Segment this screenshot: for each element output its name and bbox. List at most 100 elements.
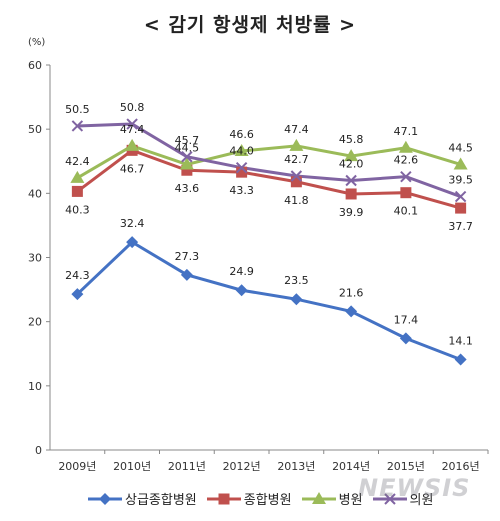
y-tick-label: 0 xyxy=(35,444,42,457)
series-line xyxy=(76,148,462,210)
data-label: 42.6 xyxy=(394,154,419,167)
data-point xyxy=(345,174,357,187)
data-label: 27.3 xyxy=(175,250,200,263)
data-point xyxy=(400,170,412,183)
y-tick-label: 50 xyxy=(28,123,42,136)
data-label: 21.6 xyxy=(339,286,364,299)
series-markers xyxy=(70,118,468,366)
data-label: 24.9 xyxy=(229,265,254,278)
data-point xyxy=(70,170,85,183)
chart-legend: 상급종합병원 종합병원 병원 의원 xyxy=(88,489,433,508)
data-label: 39.5 xyxy=(448,174,473,187)
data-point xyxy=(236,166,248,178)
data-point xyxy=(126,236,139,249)
y-tick-label: 20 xyxy=(28,316,42,329)
chart-title: < 감기 항생제 처방률 > xyxy=(143,14,357,36)
data-point xyxy=(179,157,194,170)
data-label: 50.5 xyxy=(65,103,90,116)
x-tick-label: 2016년 xyxy=(442,460,480,473)
data-point xyxy=(290,293,303,306)
data-label: 44.5 xyxy=(175,141,200,154)
x-tick-label: 2013년 xyxy=(277,460,315,473)
data-point xyxy=(180,268,193,281)
legend-item: 종합병원 xyxy=(206,489,292,508)
x-tick-label: 2015년 xyxy=(387,460,425,473)
data-point xyxy=(235,161,248,174)
series-line xyxy=(76,144,462,180)
data-point xyxy=(454,353,467,366)
chart-axes xyxy=(46,64,489,454)
data-point xyxy=(345,305,358,318)
data-point xyxy=(181,151,193,163)
data-point xyxy=(289,138,304,151)
data-label: 47.1 xyxy=(394,125,419,138)
legend-label: 병원 xyxy=(338,493,363,508)
series-line xyxy=(77,122,462,198)
data-label: 14.1 xyxy=(448,335,473,348)
legend-marker xyxy=(218,493,230,504)
data-label: 47.4 xyxy=(120,123,145,136)
watermark-logo: NEWSIS xyxy=(358,474,471,502)
y-tick-label: 30 xyxy=(28,252,42,265)
legend-label: 의원 xyxy=(409,493,434,508)
data-label: 45.8 xyxy=(339,133,364,146)
legend-label: 상급종합병원 xyxy=(125,493,197,508)
y-tick-label: 10 xyxy=(28,380,42,393)
data-label: 43.3 xyxy=(229,184,254,197)
data-label: 47.4 xyxy=(284,123,309,136)
data-label: 23.5 xyxy=(284,274,309,287)
legend-label: 종합병원 xyxy=(243,493,292,508)
data-label: 17.4 xyxy=(394,313,419,326)
data-point xyxy=(453,157,468,170)
y-tick-label: 60 xyxy=(28,59,42,72)
data-point xyxy=(290,170,303,182)
legend-swatch xyxy=(88,492,122,505)
data-label: 46.7 xyxy=(120,162,145,175)
y-tick-label: 40 xyxy=(28,187,42,200)
data-label: 37.7 xyxy=(448,220,473,233)
data-label: 32.4 xyxy=(120,217,145,230)
legend-item: 상급종합병원 xyxy=(88,489,197,508)
data-point xyxy=(290,176,302,188)
data-label: 43.6 xyxy=(175,182,200,195)
legend-marker xyxy=(311,491,326,504)
data-point xyxy=(235,284,248,297)
x-tick-label: 2012년 xyxy=(223,460,261,473)
data-point xyxy=(398,140,413,153)
data-label: 44.0 xyxy=(229,145,254,158)
data-point xyxy=(126,118,138,130)
y-axis-unit-label: (%) xyxy=(28,37,46,48)
data-labels: 24.3 32.4 27.3 24.9 23.5 21.6 17.4 14.1 40.3 46.7… xyxy=(65,101,473,347)
legend-swatch xyxy=(301,491,336,504)
data-point xyxy=(345,188,357,200)
data-label: 42.4 xyxy=(65,155,90,168)
data-label: 45.7 xyxy=(175,134,200,147)
series-lines xyxy=(76,122,462,361)
data-label: 40.1 xyxy=(394,205,419,218)
data-label: 42.0 xyxy=(339,158,364,171)
data-label: 40.3 xyxy=(65,203,90,216)
data-point xyxy=(454,190,467,203)
data-point xyxy=(455,202,467,214)
x-tick-label: 2009년 xyxy=(58,460,96,473)
data-point xyxy=(71,288,84,301)
data-point xyxy=(344,149,359,162)
data-point xyxy=(71,185,83,197)
data-label: 24.3 xyxy=(65,269,90,282)
legend-swatch xyxy=(206,493,241,504)
x-tick-label: 2011년 xyxy=(168,460,206,473)
data-point xyxy=(400,187,412,199)
data-point xyxy=(399,332,412,345)
legend-item: 병원 xyxy=(301,489,363,508)
data-label: 50.8 xyxy=(120,101,145,114)
legend-swatch xyxy=(372,492,407,505)
data-point xyxy=(125,138,140,151)
data-label: 39.9 xyxy=(339,206,364,219)
x-tick-labels: 2009년 2010년 2011년 2012년 2013년 2014년 2015년 2016년 xyxy=(58,460,479,473)
data-label: 44.5 xyxy=(448,141,473,154)
data-label: 42.7 xyxy=(284,153,309,166)
data-label: 46.6 xyxy=(229,128,254,141)
legend-item: 의원 xyxy=(372,489,434,508)
legend-marker xyxy=(99,492,111,505)
